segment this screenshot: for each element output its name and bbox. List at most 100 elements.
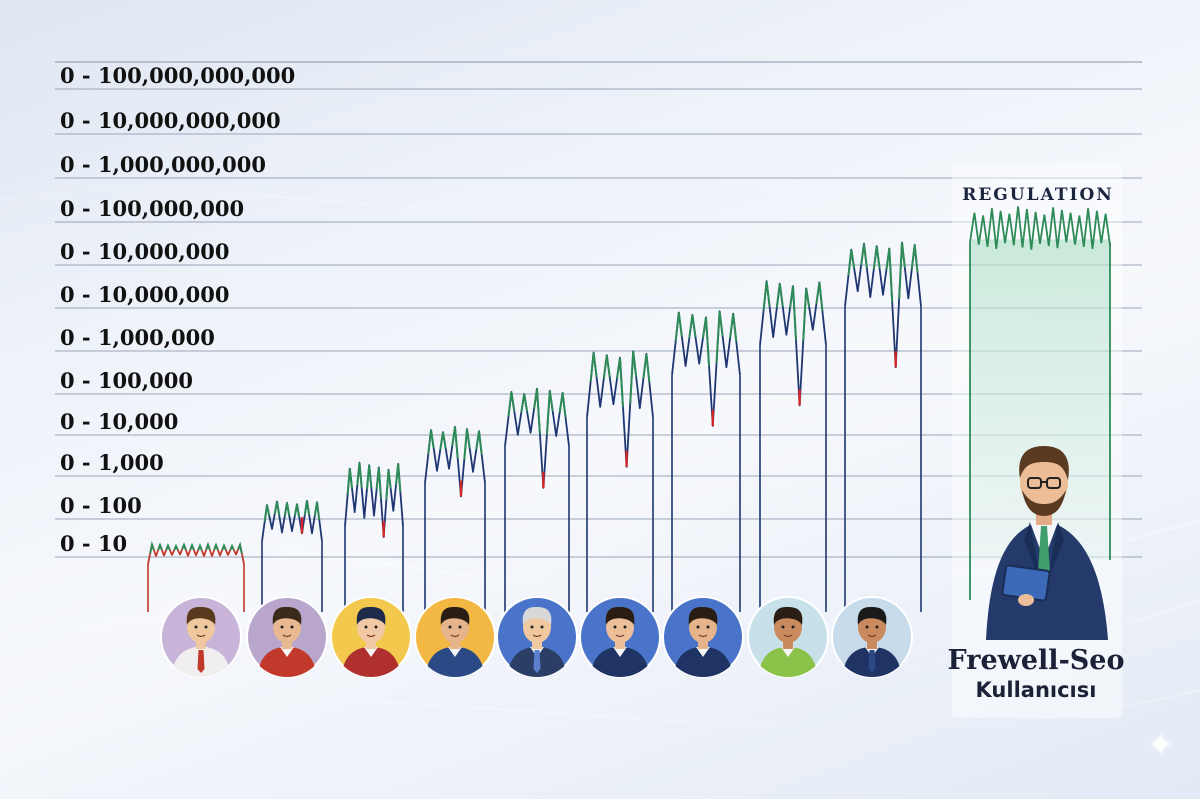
series-group	[147, 241, 922, 612]
man-casual-shirt-icon	[414, 596, 496, 678]
avatar-eye	[280, 625, 284, 629]
background-streaks	[0, 179, 1200, 729]
avatar-body	[425, 647, 485, 677]
growth-series	[759, 280, 827, 612]
avatar-neck	[867, 639, 877, 649]
series-peak	[847, 249, 856, 276]
series-peak	[394, 463, 402, 492]
avatar-hair	[522, 607, 552, 625]
growth-series	[586, 350, 654, 612]
avatar-neck	[450, 639, 460, 649]
y-tick-labels: 0 - 10 0 - 100 0 - 1,000 0 - 10,000 0 - 100,…	[60, 63, 295, 556]
avatar-neck	[366, 639, 376, 649]
avatar-hair	[186, 607, 216, 625]
series-peak	[313, 502, 321, 520]
series-peak	[872, 245, 881, 270]
avatar-figure	[590, 607, 650, 677]
avatar-body	[257, 647, 317, 677]
avatar-figure	[341, 607, 401, 677]
avatar-mouth	[615, 634, 625, 638]
y-tick-label: 0 - 10,000,000,000	[60, 108, 281, 133]
avatar-hair	[272, 607, 302, 625]
series-peak	[463, 428, 471, 460]
avatar-mouth	[783, 634, 793, 638]
growth-series	[261, 499, 323, 612]
series-line	[147, 543, 245, 565]
man-beard-plaid-shirt-icon	[246, 596, 328, 678]
avatar-collar	[448, 647, 462, 657]
series-peak	[701, 317, 711, 367]
avatar-tie	[533, 650, 541, 673]
avatar-figure	[425, 607, 485, 677]
series-peak	[346, 468, 354, 495]
y-tick-label: 0 - 1,000,000	[60, 325, 215, 350]
man-beard-blazer-icon	[662, 596, 744, 678]
avatar-mouth	[196, 634, 206, 638]
series-peak	[789, 285, 797, 340]
avatar-figure	[842, 607, 902, 677]
series-peak	[762, 281, 771, 311]
avatar-figure	[758, 607, 818, 677]
series-line	[344, 461, 404, 538]
series-peak	[427, 429, 435, 454]
series-line	[261, 499, 323, 542]
series-peak	[149, 540, 155, 554]
avatar-neck	[615, 639, 625, 649]
series-peak	[898, 242, 906, 299]
y-tick-label: 0 - 1,000	[60, 450, 164, 475]
growth-series	[344, 461, 404, 612]
series-peak	[375, 467, 383, 499]
y-tick-label: 0 - 1,000,000,000	[60, 152, 266, 177]
avatar-eye	[458, 625, 462, 629]
avatar-figure	[673, 607, 733, 677]
series-peak	[221, 542, 227, 551]
series-peak	[356, 462, 363, 488]
avatar-mouth	[867, 634, 877, 638]
series-peak	[189, 542, 195, 551]
businessman-tablet-icon	[986, 446, 1108, 640]
avatar-figure	[257, 607, 317, 677]
y-gridlines	[55, 61, 1142, 558]
series-peak	[303, 500, 311, 516]
avatar-mouth	[282, 634, 292, 638]
regulation-line	[969, 206, 1111, 250]
series-peak	[802, 288, 811, 342]
avatar-neck	[698, 639, 708, 649]
series-peak	[213, 542, 219, 551]
avatar-neck	[783, 639, 793, 649]
series-peak	[688, 314, 697, 339]
y-tick-label: 0 - 100,000,000	[60, 196, 244, 221]
series-peak	[729, 313, 738, 342]
sparkle-icon: ✦	[1148, 728, 1174, 763]
avatar-eye	[530, 625, 534, 629]
series-peak	[520, 393, 529, 413]
series-peak	[439, 431, 447, 450]
avatar-collar	[280, 647, 294, 657]
avatar-eye	[540, 625, 544, 629]
y-tick-label: 0 - 100,000,000,000	[60, 63, 295, 88]
series-peak	[642, 353, 651, 383]
growth-series	[671, 310, 741, 612]
series-peak	[181, 542, 187, 551]
growth-series	[504, 387, 570, 612]
avatar-eye	[204, 625, 208, 629]
series-peak	[365, 464, 373, 489]
series-peak	[885, 248, 894, 302]
avatar-eye	[865, 625, 869, 629]
avatar-eye	[696, 625, 700, 629]
series-peak	[263, 504, 271, 522]
avatar-neck	[282, 639, 292, 649]
avatar-hair	[440, 607, 470, 625]
avatar-mouth	[532, 634, 542, 638]
series-peak	[616, 357, 624, 407]
man-green-jacket-icon	[747, 596, 829, 678]
avatar-eye	[623, 625, 627, 629]
series-peak	[475, 430, 483, 455]
man-gray-hair-suit-icon	[496, 596, 578, 678]
man-brown-hair-beard-icon	[160, 596, 242, 678]
series-peak	[451, 426, 459, 459]
avatar-eye	[875, 625, 879, 629]
man-suit-tie-icon	[831, 596, 913, 678]
series-peak	[293, 504, 301, 518]
